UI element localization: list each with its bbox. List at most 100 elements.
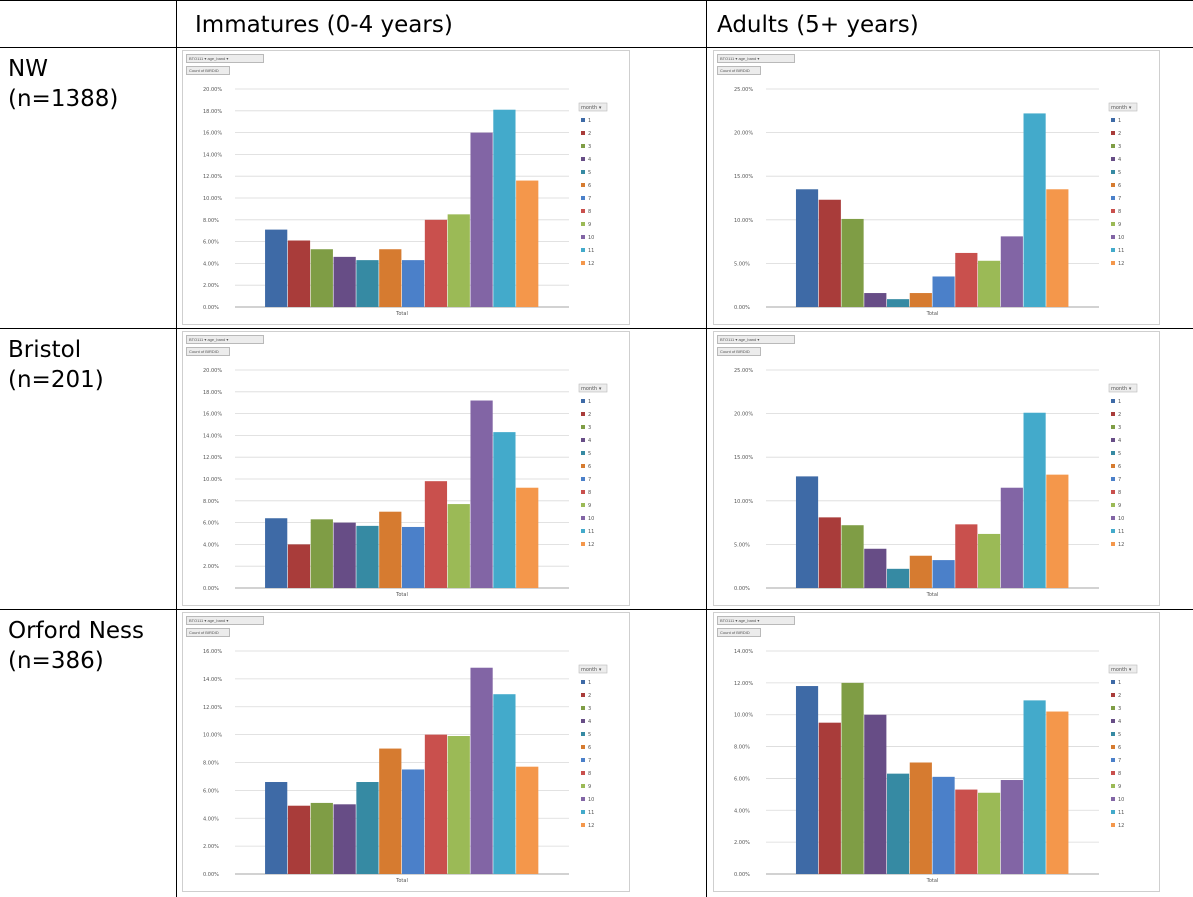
y-tick-label: 4.00% bbox=[734, 808, 750, 814]
legend-header-button bbox=[1108, 383, 1138, 393]
y-tick-label: 16.00% bbox=[203, 412, 222, 418]
bar-month-10 bbox=[470, 667, 493, 874]
bar-month-6 bbox=[379, 748, 402, 874]
bar-month-10 bbox=[1000, 487, 1023, 588]
legend-header: month ▾ bbox=[1111, 667, 1132, 673]
bar-month-5 bbox=[886, 568, 910, 588]
legend-entry: 2 bbox=[588, 412, 591, 418]
pivot-field-button[interactable]: BTO111 ▾ age_band ▾ bbox=[717, 335, 795, 344]
legend-header-button bbox=[578, 383, 608, 393]
legend-swatch bbox=[581, 144, 585, 148]
legend-swatch bbox=[581, 823, 585, 827]
table-rule-col2 bbox=[706, 0, 707, 897]
y-tick-label: 15.00% bbox=[734, 455, 753, 461]
y-tick-label: 10.00% bbox=[734, 713, 753, 719]
bar-month-2 bbox=[818, 517, 841, 588]
legend-entry: 7 bbox=[588, 196, 591, 202]
legend-header: month ▾ bbox=[581, 105, 602, 111]
bar-month-6 bbox=[379, 249, 402, 307]
legend-entry: 10 bbox=[588, 797, 594, 803]
bar-month-1 bbox=[795, 476, 819, 588]
legend-swatch bbox=[581, 490, 585, 494]
y-tick-label: 8.00% bbox=[203, 218, 219, 224]
legend-entry: 9 bbox=[588, 222, 591, 228]
legend-header-button bbox=[578, 102, 608, 112]
y-tick-label: 2.00% bbox=[203, 283, 219, 289]
legend-swatch bbox=[1111, 542, 1115, 546]
pivot-value-button[interactable]: Count of BIRDID bbox=[186, 347, 230, 356]
legend-entry: 8 bbox=[1118, 771, 1121, 777]
y-tick-label: 0.00% bbox=[734, 305, 750, 311]
legend-swatch bbox=[581, 771, 585, 775]
bar-month-7 bbox=[932, 276, 955, 307]
pivot-value-button[interactable]: Count of BIRDID bbox=[717, 347, 761, 356]
bar-month-11 bbox=[1023, 700, 1046, 874]
bar-month-7 bbox=[932, 776, 955, 874]
y-tick-label: 20.00% bbox=[734, 131, 753, 137]
bar-chart-svg: 0.00% 2.00% 4.00% 6.00% 8.00% 10.00% 12.00% 14.… bbox=[734, 649, 1138, 884]
table-rule-header bbox=[0, 47, 1193, 48]
table-rule-row2 bbox=[0, 609, 1193, 610]
bar-month-11 bbox=[493, 432, 516, 588]
legend-swatch bbox=[1111, 451, 1115, 455]
pivot-value-button[interactable]: Count of BIRDID bbox=[186, 628, 230, 637]
y-tick-label: 15.00% bbox=[734, 174, 753, 180]
x-category-label: Total bbox=[926, 878, 939, 884]
y-tick-label: 0.00% bbox=[203, 305, 219, 311]
chart-nw-immatures: BTO111 ▾ age_band ▾ Count of BIRDID 0.00% 2… bbox=[182, 50, 630, 325]
bar-month-2 bbox=[287, 240, 311, 307]
legend-swatch bbox=[581, 542, 585, 546]
bar-month-3 bbox=[841, 525, 864, 588]
pivot-field-button[interactable]: BTO111 ▾ age_band ▾ bbox=[186, 616, 264, 625]
bar-month-5 bbox=[356, 525, 379, 588]
legend-entry: 4 bbox=[1118, 719, 1121, 725]
bar-month-10 bbox=[1000, 780, 1023, 874]
bar-month-9 bbox=[447, 504, 470, 588]
legend-swatch bbox=[581, 131, 585, 135]
bar-chart-svg: 0.00% 2.00% 4.00% 6.00% 8.00% 10.00% 12.00% 14.… bbox=[203, 368, 608, 598]
legend-entry: 1 bbox=[1118, 680, 1121, 686]
x-category-label: Total bbox=[926, 592, 939, 598]
row-label-bristol: Bristol (n=201) bbox=[8, 335, 104, 395]
y-tick-label: 25.00% bbox=[734, 368, 753, 374]
legend-entry: 3 bbox=[1118, 706, 1121, 712]
row-count: (n=201) bbox=[8, 367, 104, 393]
legend-swatch bbox=[1111, 516, 1115, 520]
legend-swatch bbox=[1111, 170, 1115, 174]
legend-swatch bbox=[1111, 823, 1115, 827]
legend-swatch bbox=[1111, 425, 1115, 429]
bar-month-3 bbox=[841, 218, 864, 307]
pivot-field-button[interactable]: BTO111 ▾ age_band ▾ bbox=[717, 616, 795, 625]
pivot-value-button[interactable]: Count of BIRDID bbox=[717, 66, 761, 75]
legend-entry: 12 bbox=[1118, 261, 1124, 267]
legend-swatch bbox=[581, 248, 585, 252]
legend-entry: 8 bbox=[588, 209, 591, 215]
legend-entry: 9 bbox=[1118, 222, 1121, 228]
legend-swatch bbox=[581, 745, 585, 749]
pivot-field-button[interactable]: BTO111 ▾ age_band ▾ bbox=[717, 54, 795, 63]
legend-entry: 12 bbox=[588, 261, 594, 267]
row-label-nw: NW (n=1388) bbox=[8, 54, 118, 114]
row-count: (n=386) bbox=[8, 648, 104, 674]
chart-orford-immatures: BTO111 ▾ age_band ▾ Count of BIRDID 0.00% 2… bbox=[182, 612, 630, 892]
x-category-label: Total bbox=[926, 311, 939, 317]
legend-swatch bbox=[581, 516, 585, 520]
legend-entry: 1 bbox=[1118, 399, 1121, 405]
bar-month-5 bbox=[886, 773, 910, 874]
pivot-field-button[interactable]: BTO111 ▾ age_band ▾ bbox=[186, 335, 264, 344]
legend-swatch bbox=[581, 425, 585, 429]
legend-swatch bbox=[1111, 235, 1115, 239]
legend-entry: 5 bbox=[588, 170, 591, 176]
legend-entry: 3 bbox=[1118, 425, 1121, 431]
y-tick-label: 6.00% bbox=[203, 788, 219, 794]
legend-swatch bbox=[1111, 438, 1115, 442]
bar-month-6 bbox=[909, 762, 932, 874]
legend-entry: 8 bbox=[588, 771, 591, 777]
y-tick-label: 16.00% bbox=[203, 131, 222, 137]
pivot-value-button[interactable]: Count of BIRDID bbox=[717, 628, 761, 637]
pivot-field-button[interactable]: BTO111 ▾ age_band ▾ bbox=[186, 54, 264, 63]
legend-entry: 6 bbox=[1118, 745, 1121, 751]
pivot-value-button[interactable]: Count of BIRDID bbox=[186, 66, 230, 75]
legend-swatch bbox=[581, 399, 585, 403]
legend-swatch bbox=[581, 464, 585, 468]
